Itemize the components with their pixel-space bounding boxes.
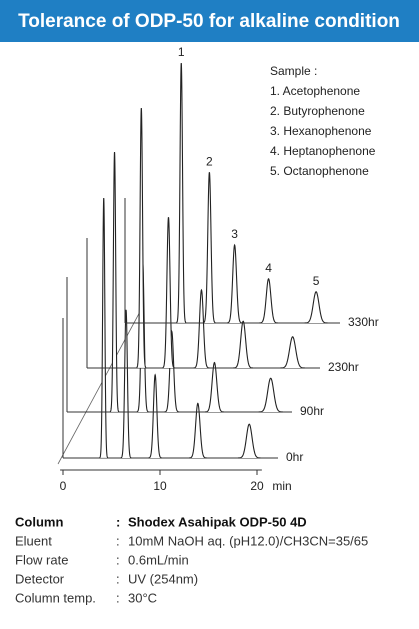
peak bbox=[259, 278, 278, 324]
trace-label: 0hr bbox=[286, 450, 303, 464]
x-axis-label: min bbox=[272, 479, 291, 493]
x-tick-label: 10 bbox=[153, 479, 167, 493]
peak-label: 2 bbox=[206, 154, 213, 168]
condition-value: 0.6mL/min bbox=[128, 552, 189, 567]
condition-separator: : bbox=[116, 590, 120, 605]
peak bbox=[202, 172, 216, 324]
title-bar bbox=[0, 0, 419, 42]
x-tick-label: 0 bbox=[60, 479, 67, 493]
condition-value: 10mM NaOH aq. (pH12.0)/CH3CN=35/65 bbox=[128, 533, 368, 548]
peak-label: 3 bbox=[231, 227, 238, 241]
legend-item: 1. Acetophenone bbox=[270, 84, 360, 98]
peak bbox=[120, 309, 132, 459]
peak bbox=[193, 288, 210, 369]
condition-label: Column bbox=[15, 514, 63, 529]
peak bbox=[205, 361, 224, 413]
trace-label: 90hr bbox=[300, 404, 324, 418]
condition-value: Shodex Asahipak ODP-50 4D bbox=[128, 514, 307, 529]
legend-item: 2. Butyrophenone bbox=[270, 104, 365, 118]
condition-separator: : bbox=[116, 514, 120, 529]
peak bbox=[233, 320, 253, 369]
peak bbox=[237, 423, 261, 459]
legend-title: Sample : bbox=[270, 64, 317, 78]
trace-label: 230hr bbox=[328, 360, 359, 374]
peak bbox=[258, 377, 283, 413]
condition-separator: : bbox=[116, 552, 120, 567]
peak bbox=[176, 62, 187, 324]
trace-label: 330hr bbox=[348, 315, 379, 329]
condition-value: UV (254nm) bbox=[128, 571, 198, 586]
peak bbox=[99, 197, 109, 459]
peak bbox=[189, 402, 207, 459]
peak bbox=[226, 243, 243, 324]
peak bbox=[164, 330, 180, 413]
peak bbox=[162, 217, 175, 369]
condition-separator: : bbox=[116, 533, 120, 548]
peak-label: 5 bbox=[313, 274, 320, 288]
peak bbox=[148, 373, 162, 459]
peak-label: 1 bbox=[178, 45, 185, 59]
condition-label: Column temp. bbox=[15, 590, 96, 605]
condition-label: Eluent bbox=[15, 533, 52, 548]
peak bbox=[304, 291, 328, 324]
condition-value: 30°C bbox=[128, 590, 157, 605]
offset-guide bbox=[57, 307, 143, 465]
peak bbox=[109, 151, 120, 413]
peak bbox=[136, 107, 147, 369]
peak-label: 4 bbox=[265, 261, 272, 275]
peak bbox=[280, 336, 305, 369]
condition-label: Flow rate bbox=[15, 552, 68, 567]
legend-item: 4. Heptanophenone bbox=[270, 144, 376, 158]
x-tick-label: 20 bbox=[250, 479, 264, 493]
condition-label: Detector bbox=[15, 571, 65, 586]
condition-separator: : bbox=[116, 571, 120, 586]
legend-item: 3. Hexanophenone bbox=[270, 124, 372, 138]
title: Tolerance of ODP-50 for alkaline conditi… bbox=[18, 11, 400, 32]
legend-item: 5. Octanophenone bbox=[270, 164, 369, 178]
